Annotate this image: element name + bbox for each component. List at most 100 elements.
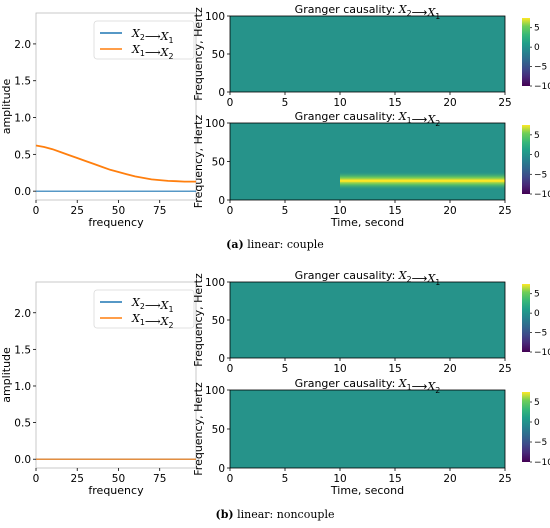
colorbar-tick-label: −10	[534, 190, 550, 200]
x-tick-label: 15	[388, 97, 401, 109]
x-axis-label: Time, second	[330, 216, 404, 229]
heatmap-background	[230, 282, 505, 358]
x-tick-label: 25	[498, 473, 511, 485]
heatmap-b-bottom: Granger causality: X1⟶X20 5 10 15 20 25050100…	[192, 377, 550, 497]
x-tick-label: 75	[153, 205, 166, 217]
colorbar-tick-label: −5	[534, 170, 547, 180]
line-plot-b: 0 25 50 75 0.0 0.5 1.0 1.5 2.0 frequency amplitude…	[0, 281, 197, 497]
caption-a: (a) linear: couple	[226, 238, 324, 251]
x-tick-label: 0	[33, 473, 40, 485]
colorbar-gradient	[522, 18, 530, 86]
colorbar-gradient	[522, 125, 530, 194]
x-tick-label: 5	[282, 473, 289, 485]
colorbar-tick-label: 5	[534, 24, 540, 34]
x-tick-label: 15	[388, 363, 401, 375]
caption-text: (b) linear: noncouple	[216, 508, 335, 521]
x-tick-label: 20	[443, 205, 456, 217]
heatmap-a-top: Granger causality: X2⟶X10 5 10 15 20 25050100…	[192, 3, 550, 109]
x-tick-label: 25	[498, 97, 511, 109]
colorbar-tick-label: 0	[534, 309, 540, 319]
y-tick-label: 0	[218, 87, 225, 99]
y-tick-label: 100	[205, 385, 225, 397]
y-tick-label: 1.0	[14, 381, 31, 393]
x-tick-label: 20	[443, 363, 456, 375]
heatmap-title: Granger causality: X2⟶X1	[295, 3, 441, 21]
colorbar-tick-label: 0	[534, 43, 540, 53]
heatmap-title: Granger causality: X2⟶X1	[295, 269, 441, 287]
colorbar-tick-label: −5	[534, 438, 547, 448]
y-axis-label: amplitude	[0, 78, 13, 134]
x-tick-label: 10	[333, 363, 346, 375]
x-tick-label: 10	[333, 97, 346, 109]
y-tick-label: 100	[205, 118, 225, 130]
y-tick-label: 0	[218, 353, 225, 365]
line-plot-a: 0 25 50 75 0.0 0.5 1.0 1.5 2.0 frequency amplitude…	[0, 12, 197, 229]
x-tick-label: 20	[443, 97, 456, 109]
x-tick-label: 15	[388, 205, 401, 217]
colorbar: 5 0 −5 −10	[522, 18, 550, 92]
colorbar-tick-label: −10	[534, 348, 550, 358]
caption-text: (a) linear: couple	[226, 238, 324, 251]
colorbar-tick-label: −10	[534, 82, 550, 92]
x-tick-label: 0	[227, 205, 234, 217]
colorbar-tick-label: 5	[534, 131, 540, 141]
x-tick-label: 0	[33, 205, 40, 217]
x-tick-label: 15	[388, 473, 401, 485]
y-tick-label: 100	[205, 277, 225, 289]
colorbar: 5 0 −5 −10	[522, 125, 550, 200]
x-tick-label: 5	[282, 363, 289, 375]
x-tick-label: 5	[282, 205, 289, 217]
colorbar: 5 0 −5 −10	[522, 284, 550, 358]
y-tick-label: 50	[212, 157, 225, 169]
x-tick-label: 25	[71, 205, 84, 217]
x-axis-label: Time, second	[330, 484, 404, 497]
colorbar-tick-label: −5	[534, 329, 547, 339]
y-tick-label: 0	[218, 463, 225, 475]
colorbar-tick-label: 0	[534, 151, 540, 161]
y-tick-label: 50	[212, 424, 225, 436]
heatmap-title: Granger causality: X1⟶X2	[295, 110, 441, 128]
y-axis-label: Frequency, Hertz	[192, 273, 205, 367]
series-line-2	[35, 144, 196, 183]
y-axis-label: Frequency, Hertz	[192, 7, 205, 101]
y-tick-label: 100	[205, 11, 225, 23]
x-tick-label: 75	[153, 473, 166, 485]
y-axis-label: amplitude	[0, 347, 13, 403]
heatmap-a-bottom: Granger causality: X1⟶X20 5 10 15 20 25050100…	[192, 110, 550, 229]
caption-b: (b) linear: noncouple	[216, 508, 335, 521]
legend-label: X1⟶X2	[131, 43, 174, 61]
legend-label: X2⟶X1	[131, 27, 174, 45]
x-tick-label: 25	[71, 473, 84, 485]
y-axis-label: Frequency, Hertz	[192, 115, 205, 209]
colorbar: 5 0 −5 −10	[522, 392, 550, 468]
x-tick-label: 0	[227, 363, 234, 375]
x-tick-label: 25	[498, 363, 511, 375]
heatmap-background	[230, 16, 505, 92]
colorbar-gradient	[522, 392, 530, 462]
y-tick-label: 50	[212, 315, 225, 327]
colorbar-tick-label: −5	[534, 63, 547, 73]
y-tick-label: 0.5	[14, 418, 31, 430]
heatmap-title: Granger causality: X1⟶X2	[295, 377, 441, 395]
y-tick-label: 50	[212, 49, 225, 61]
x-tick-label: 10	[333, 473, 346, 485]
x-tick-label: 0	[227, 97, 234, 109]
y-tick-label: 2.0	[14, 39, 31, 51]
heatmap-b-top: Granger causality: X2⟶X1 0 5 10 15 20 25 0 50 100…	[192, 269, 550, 375]
y-tick-label: 0.0	[14, 186, 31, 198]
x-tick-label: 20	[443, 473, 456, 485]
heatmap-background	[230, 390, 505, 468]
x-tick-label: 25	[498, 205, 511, 217]
x-tick-label: 0	[227, 473, 234, 485]
y-axis-label: Frequency, Hertz	[192, 382, 205, 476]
colorbar-tick-label: 0	[534, 418, 540, 428]
colorbar-tick-label: 5	[534, 398, 540, 408]
x-tick-label: 5	[282, 97, 289, 109]
x-tick-label: 50	[112, 205, 125, 217]
y-tick-label: 0.5	[14, 149, 31, 161]
x-axis-label: frequency	[88, 484, 144, 497]
y-tick-label: 2.0	[14, 308, 31, 320]
